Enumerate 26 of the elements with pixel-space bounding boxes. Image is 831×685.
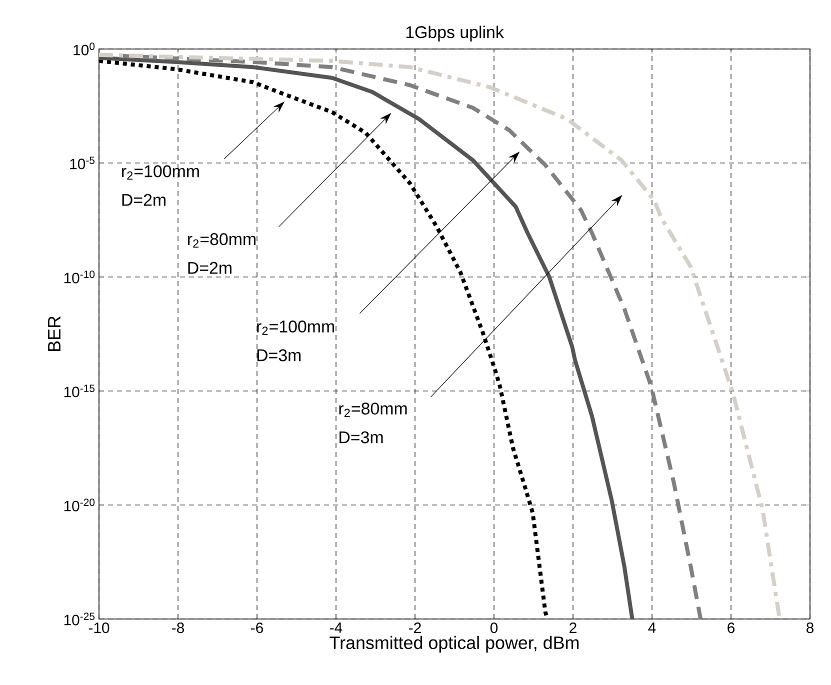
x-tick-label: -4 xyxy=(330,622,342,633)
x-tick-label: -6 xyxy=(251,622,263,634)
chart-title: 1Gbps uplink xyxy=(406,26,504,42)
y-tick-label: 10$^{-15}$ xyxy=(64,384,95,398)
annotation: r$_{2}$=80mm xyxy=(339,402,407,417)
annotation: r$_{2}$=100mm xyxy=(122,165,199,180)
x-tick-label: -10 xyxy=(88,622,110,634)
annotation: D=2m xyxy=(122,194,166,206)
annotation: D=3m xyxy=(257,349,301,362)
y-tick-label: 10$^{-20}$ xyxy=(64,498,95,512)
x-tick-label: 0 xyxy=(490,622,498,634)
x-tick-label: 4 xyxy=(648,622,656,633)
y-tick-label: 10$^{0}$ xyxy=(74,42,95,56)
x-tick-label: 6 xyxy=(728,622,735,634)
y-tick-label: 10$^{-5}$ xyxy=(70,156,95,170)
y-tick-label: 10$^{-25}$ xyxy=(64,612,95,626)
x-axis-title: Transmitted optical power, dBm xyxy=(330,636,579,653)
annotation: r$_{2}$=80mm xyxy=(188,233,256,248)
y-tick-label: 10$^{-10}$ xyxy=(64,270,95,284)
y-axis-title: BER xyxy=(48,316,60,351)
x-tick-label: -2 xyxy=(409,622,421,633)
annotation: D=2m xyxy=(188,262,232,274)
x-tick-label: 8 xyxy=(806,622,814,634)
x-tick-label: 2 xyxy=(570,622,576,633)
x-tick-label: -8 xyxy=(172,622,184,634)
annotation: D=3m xyxy=(340,431,383,444)
